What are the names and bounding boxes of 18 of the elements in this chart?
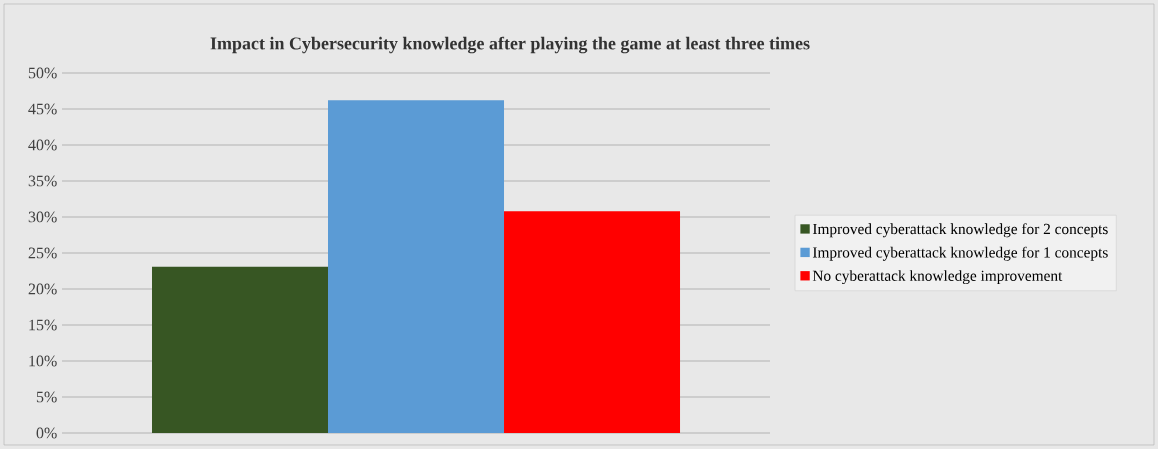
legend-label: Improved cyberattack knowledge for 2 concepts bbox=[812, 223, 1108, 238]
y-tick-label: 20% bbox=[28, 283, 57, 295]
bar bbox=[504, 211, 681, 433]
bar bbox=[152, 266, 329, 433]
y-tick-label: 0% bbox=[36, 427, 57, 439]
y-tick-label: 15% bbox=[29, 319, 57, 331]
y-tick-label: 10% bbox=[29, 355, 57, 367]
y-tick-label: 40% bbox=[28, 139, 57, 151]
y-tick-label: 5% bbox=[36, 391, 57, 403]
y-tick-label: 30% bbox=[28, 211, 57, 223]
y-tick-label: 50% bbox=[28, 67, 57, 79]
chart-title: Impact in Cybersecurity knowledge after playing the game at least three times bbox=[210, 36, 810, 54]
y-tick-label: 45% bbox=[28, 103, 57, 115]
y-tick-label: 35% bbox=[28, 175, 57, 187]
bar bbox=[328, 100, 505, 433]
legend-label: No cyberattack knowledge improvement bbox=[812, 270, 1063, 285]
y-tick-label: 25% bbox=[28, 247, 57, 259]
legend-label: Improved cyberattack knowledge for 1 concepts bbox=[812, 246, 1108, 261]
